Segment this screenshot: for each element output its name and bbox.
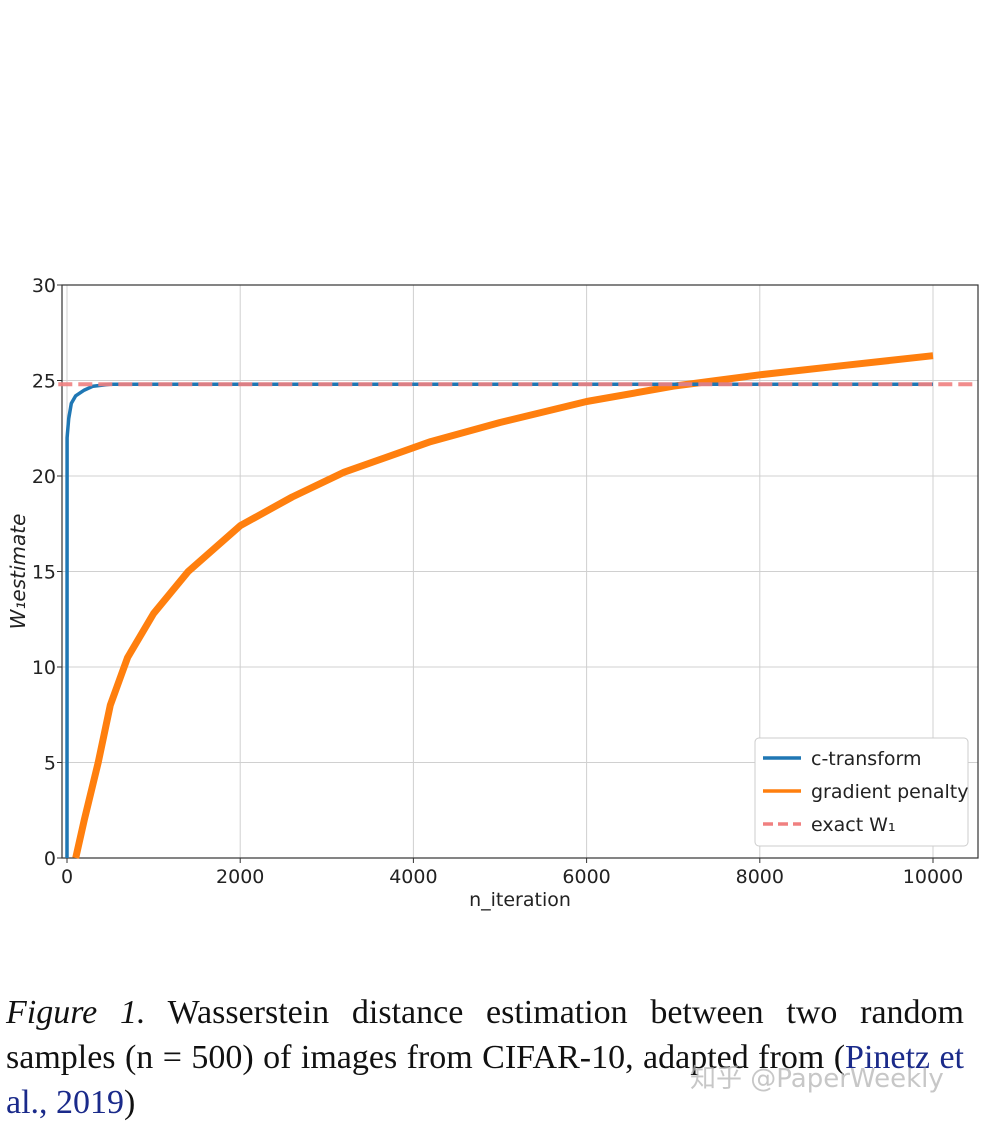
legend-box — [754, 737, 969, 847]
legend-label: c-transform — [811, 748, 921, 770]
y-tick-label: 25 — [32, 371, 56, 393]
y-tick-label: 15 — [32, 562, 56, 584]
y-axis-label: W₁estimate — [6, 514, 30, 630]
x-tick-label: 6000 — [562, 866, 610, 888]
watermark: 知乎 @PaperWeekly — [690, 1064, 944, 1094]
y-tick-label: 10 — [32, 657, 56, 679]
y-tick-label: 5 — [44, 753, 56, 775]
y-tick-label: 20 — [32, 466, 56, 488]
legend-label: exact W₁ — [811, 814, 896, 836]
y-tick-label: 30 — [32, 275, 56, 297]
y-tick-label: 0 — [44, 848, 56, 870]
caption-end: ) — [124, 1084, 136, 1121]
x-tick-label: 8000 — [736, 866, 784, 888]
x-tick-label: 10000 — [903, 866, 963, 888]
legend-label: gradient penalty — [811, 781, 968, 803]
citation-link[interactable]: Pinetz et al., 2019 — [6, 1039, 964, 1121]
chart: 0 2000 4000 6000 8000 10000 0 5 10 15 20 25 30 n_iter… — [6, 275, 979, 911]
plot-frame — [61, 284, 979, 859]
x-tick-label: 4000 — [389, 866, 437, 888]
caption-text: Wasserstein distance estimation between … — [6, 994, 965, 1076]
x-axis-label: n_iteration — [469, 889, 571, 911]
caption-label: Figure 1. — [6, 994, 146, 1031]
series-line-gradient-penalty — [72, 352, 934, 859]
x-tick-label: 2000 — [216, 866, 264, 888]
x-tick-label: 0 — [61, 866, 73, 888]
figure-caption: Figure 1. Wasserstein distance estimatio… — [6, 990, 964, 1125]
